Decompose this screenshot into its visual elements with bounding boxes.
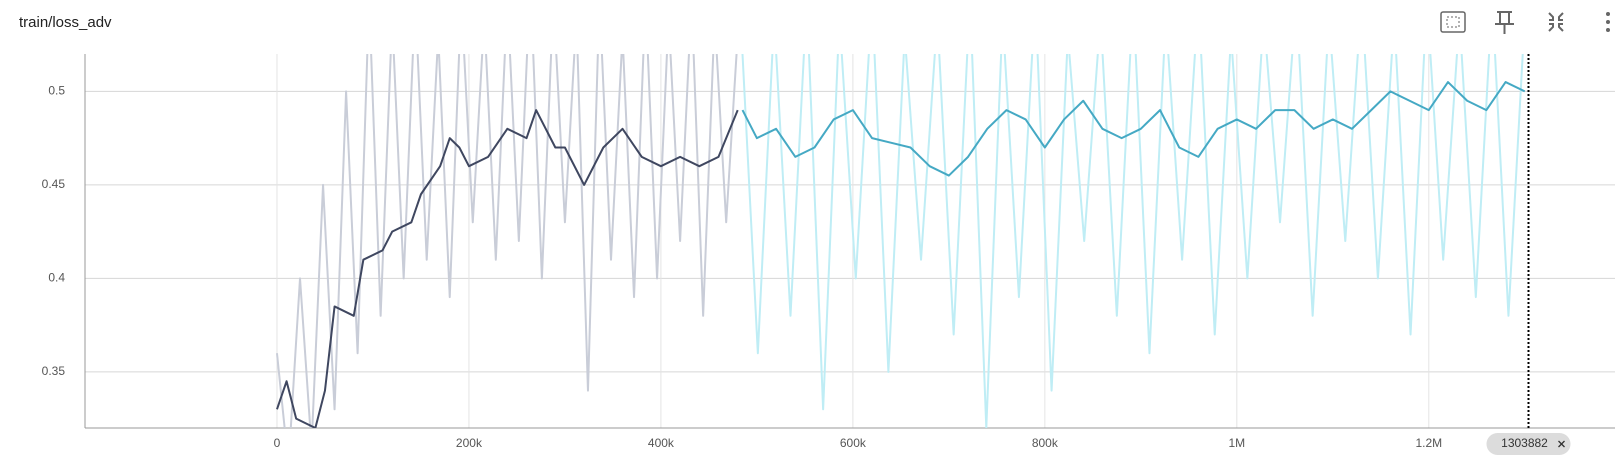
collapse-icon	[1548, 12, 1554, 21]
y-tick-label: 0.5	[48, 84, 65, 98]
cursor-label: 1303882	[1501, 436, 1548, 450]
x-tick-label: 1.2M	[1415, 436, 1442, 450]
x-tick-label: 600k	[840, 436, 867, 450]
collapse-icon	[1548, 23, 1554, 32]
cursor-close	[1558, 440, 1565, 448]
pin-body	[1499, 11, 1510, 25]
fit-icon-inner	[1446, 16, 1460, 28]
chart-title: train/loss_adv	[19, 14, 112, 31]
x-tick-label: 0	[274, 436, 281, 450]
x-tick-label: 200k	[456, 436, 483, 450]
x-tick-label: 1M	[1228, 436, 1245, 450]
collapse-icon	[1558, 12, 1564, 21]
cursor-badge	[1486, 433, 1571, 455]
fit-icon	[1440, 11, 1466, 33]
menu-dot	[1606, 12, 1610, 16]
menu-button[interactable]	[1606, 12, 1610, 32]
toolbar	[1440, 11, 1610, 34]
series-line	[741, 54, 1524, 428]
series-line	[741, 81, 1526, 177]
series-line	[276, 109, 739, 428]
series-line	[275, 54, 738, 428]
collapse-button[interactable]	[1548, 12, 1564, 32]
x-tick-label: 400k	[648, 436, 675, 450]
menu-dot	[1606, 28, 1610, 32]
y-tick-label: 0.45	[42, 177, 66, 191]
pin-button[interactable]	[1495, 11, 1514, 34]
collapse-icon	[1558, 23, 1564, 32]
menu-dot	[1606, 20, 1610, 24]
plot-area	[275, 54, 1526, 428]
y-tick-label: 0.4	[48, 271, 65, 285]
y-tick-label: 0.35	[42, 364, 66, 378]
fit-button[interactable]	[1440, 11, 1466, 33]
x-tick-label: 800k	[1032, 436, 1059, 450]
